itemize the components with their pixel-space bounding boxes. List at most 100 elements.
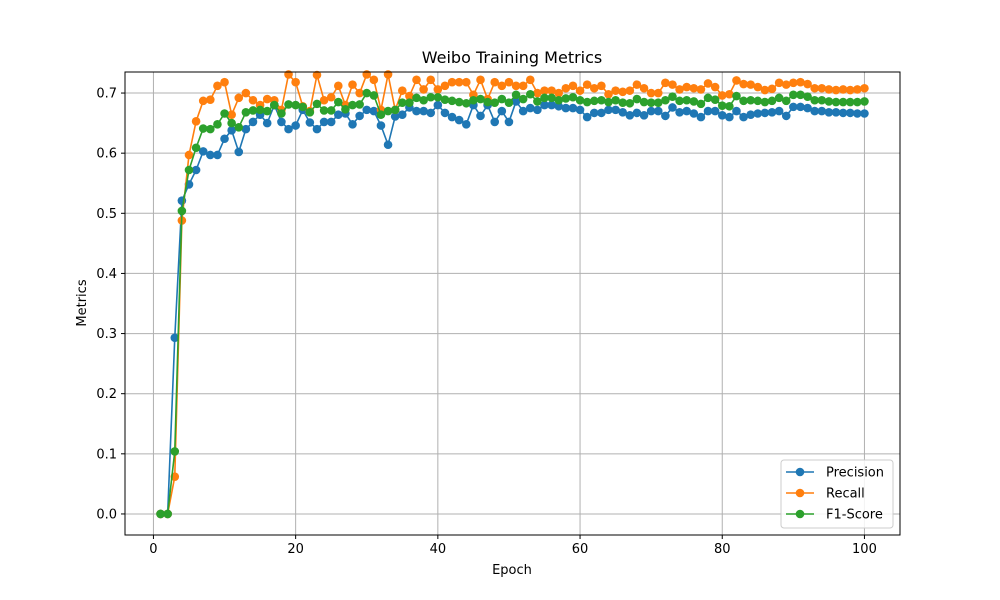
- precision-point: [710, 106, 720, 116]
- recall-point: [518, 81, 528, 91]
- recall-point: [454, 77, 464, 87]
- f1-score-point: [725, 101, 734, 111]
- f1-score-point: [469, 95, 478, 105]
- recall-point: [241, 88, 251, 98]
- precision-point: [362, 105, 372, 115]
- recall-point: [689, 83, 699, 93]
- series-precision: [156, 97, 869, 519]
- precision-point: [334, 110, 343, 119]
- precision-point: [646, 106, 656, 116]
- recall-point: [646, 88, 656, 98]
- recall-point: [789, 78, 798, 88]
- precision-point: [447, 112, 457, 122]
- recall-point: [547, 86, 556, 95]
- f1-score-point: [653, 98, 663, 107]
- precision-point: [440, 108, 450, 118]
- recall-point: [525, 75, 535, 85]
- plot-frame: [124, 71, 901, 536]
- precision-point: [518, 106, 528, 116]
- precision-point: [533, 105, 542, 115]
- precision-point: [326, 117, 336, 127]
- f1-score-point: [319, 106, 329, 115]
- f1-score-point: [511, 90, 521, 100]
- recall-point: [803, 79, 812, 89]
- precision-point: [213, 150, 222, 160]
- f1-score-point: [803, 92, 812, 101]
- f1-score-point: [582, 97, 592, 107]
- f1-score-point: [760, 97, 770, 107]
- precision-point: [220, 134, 229, 144]
- f1-score-point: [447, 96, 457, 106]
- f1-score-point: [355, 100, 364, 109]
- f1-score-point: [604, 97, 613, 107]
- precision-point: [824, 107, 834, 117]
- precision-point: [284, 124, 293, 134]
- recall-point: [504, 77, 514, 87]
- precision-point: [476, 111, 485, 121]
- f1-score-point: [525, 89, 535, 99]
- f1-score-point: [454, 97, 464, 107]
- recall-point: [191, 117, 201, 126]
- f1-score-point: [277, 109, 286, 118]
- precision-point: [838, 108, 848, 118]
- recall-point: [419, 85, 428, 94]
- recall-point: [625, 86, 635, 95]
- precision-point: [547, 100, 556, 110]
- precision-point: [604, 105, 613, 115]
- f1-score-point: [198, 124, 208, 133]
- f1-score-point: [796, 90, 805, 100]
- precision-point: [568, 103, 578, 113]
- recall-point: [291, 77, 300, 87]
- f1-score-point: [710, 95, 720, 104]
- y-tick-label: 0.6: [96, 147, 117, 162]
- legend-item-recall: Recall: [786, 487, 865, 502]
- f1-score-point: [568, 92, 578, 102]
- f1-score-point: [397, 98, 407, 107]
- precision-point: [525, 103, 535, 113]
- precision-point: [589, 108, 599, 118]
- x-tick-label: 60: [572, 542, 589, 557]
- recall-point: [838, 85, 848, 94]
- f1-score-point: [405, 98, 414, 107]
- recall-point: [227, 110, 236, 119]
- precision-point: [746, 110, 755, 119]
- precision-point: [227, 126, 236, 135]
- recall-point: [682, 82, 691, 92]
- y-tick-label: 0.4: [96, 267, 117, 282]
- y-tick-label: 0.7: [96, 87, 117, 102]
- recall-point: [604, 89, 613, 99]
- f1-score-point: [767, 96, 777, 106]
- f1-score-point: [383, 106, 393, 116]
- f1-score-point: [184, 165, 194, 175]
- precision-point: [845, 108, 855, 118]
- recall-point: [334, 81, 343, 91]
- recall-point: [653, 88, 663, 98]
- recall-point: [845, 85, 855, 95]
- recall-point: [262, 94, 272, 104]
- recall-point: [860, 83, 869, 93]
- precision-point: [575, 105, 585, 115]
- recall-point: [753, 82, 763, 92]
- f1-score-point: [291, 100, 300, 110]
- y-tick-label: 0.1: [96, 447, 117, 462]
- f1-score-point: [540, 93, 549, 103]
- f1-score-point: [412, 93, 421, 103]
- x-tick-label: 0: [149, 542, 157, 557]
- f1-score-point: [817, 95, 827, 105]
- f1-score-point: [561, 94, 571, 103]
- f1-score-point: [163, 509, 172, 519]
- recall-point: [824, 85, 834, 94]
- precision-point: [661, 111, 670, 121]
- recall-point: [362, 70, 372, 79]
- precision-point: [789, 102, 798, 112]
- legend-label: F1-Score: [826, 508, 883, 523]
- recall-point: [561, 83, 571, 93]
- y-tick-label: 0.0: [96, 507, 117, 522]
- recall-point: [248, 95, 258, 105]
- f1-score-point: [504, 98, 514, 107]
- recall-point: [447, 77, 457, 87]
- recall-point: [725, 89, 734, 99]
- f1-score-point: [845, 97, 855, 107]
- precision-point: [461, 120, 471, 129]
- f1-score-point: [625, 98, 635, 108]
